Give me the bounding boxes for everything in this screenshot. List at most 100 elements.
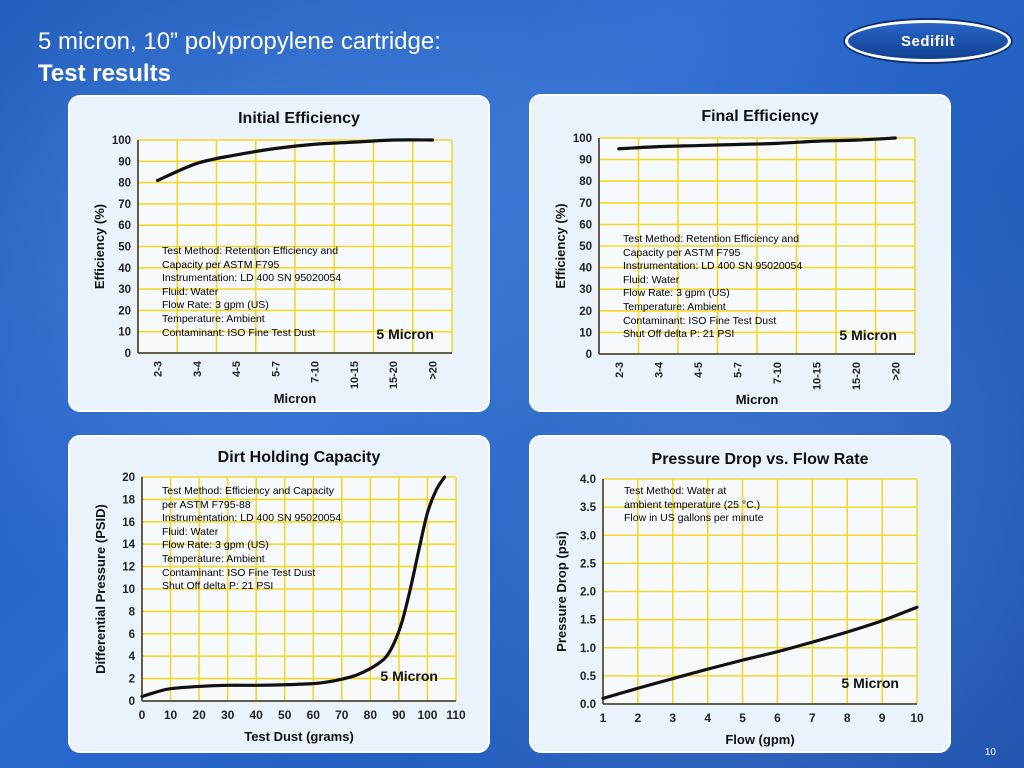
y-tick-label: 50 xyxy=(579,241,592,253)
y-tick-label: 80 xyxy=(579,176,592,188)
initial-test-note: Test Method: Retention Efficiency and Ca… xyxy=(162,245,342,339)
x-tick-label: 4 xyxy=(704,711,711,725)
series-line xyxy=(140,475,447,699)
y-tick-label: 6 xyxy=(129,629,135,641)
x-tick-label: 10 xyxy=(910,711,924,725)
x-tick-label: 8 xyxy=(844,711,851,725)
x-tick-label: 9 xyxy=(879,711,886,725)
y-tick-label: 20 xyxy=(579,306,592,318)
x-tick-label: 7 xyxy=(809,711,816,725)
dirt-holding-panel: Dirt Holding Capacity 0 10 20 30 40 50 60 70 80 90… xyxy=(68,435,490,753)
y-tick-label: 50 xyxy=(118,242,131,254)
x-tick-label: 50 xyxy=(278,708,292,722)
y-tick-label: 2 xyxy=(129,674,135,686)
y-tick-label: 10 xyxy=(118,327,131,339)
page-number: 10 xyxy=(984,747,996,758)
y-tick-label: 3.5 xyxy=(580,502,597,514)
x-axis-label: Flow (gpm) xyxy=(725,732,794,747)
x-tick-label: 4-5 xyxy=(693,362,705,378)
x-tick-label: 3-4 xyxy=(192,360,204,377)
x-axis-label: Micron xyxy=(736,392,779,407)
series-label: 5 Micron xyxy=(380,668,438,684)
x-tick-label: 5-7 xyxy=(270,361,282,377)
x-tick-label: 3 xyxy=(669,711,676,725)
y-tick-label: 20 xyxy=(122,472,135,484)
x-tick-label: 2 xyxy=(635,711,642,725)
y-tick-label: 70 xyxy=(579,198,592,210)
y-tick-label: 1.5 xyxy=(580,615,597,627)
x-tick-label: 5-7 xyxy=(732,362,744,378)
x-tick-label: 15-20 xyxy=(388,361,400,389)
x-tick-label: 90 xyxy=(392,708,406,722)
chart-title: Final Efficiency xyxy=(701,108,818,125)
series-line xyxy=(156,138,434,183)
final-efficiency-chart: Final Efficiency 2-3 3-4 4-5 5-7 7-10 10-15 15-… xyxy=(553,108,916,407)
pressure-drop-chart: Pressure Drop vs. Flow Rate 1 2 3 4 5 6 7 8 9 10 0.… xyxy=(554,451,924,747)
pressure-drop-panel: Pressure Drop vs. Flow Rate 1 2 3 4 5 6 7 8 9 10 0.… xyxy=(529,435,951,753)
y-tick-label: 60 xyxy=(579,219,592,231)
x-tick-label: >20 xyxy=(890,362,902,381)
x-tick-label: 10 xyxy=(164,708,178,722)
x-tick-label: 80 xyxy=(364,708,378,722)
x-tick-label: 15-20 xyxy=(851,362,863,390)
x-tick-label: 3-4 xyxy=(653,361,665,378)
x-tick-label: 10-15 xyxy=(349,361,361,389)
x-tick-label: 5 xyxy=(739,711,746,725)
y-tick-label: 14 xyxy=(122,539,135,551)
y-tick-label: 40 xyxy=(579,263,592,275)
y-tick-label: 0.5 xyxy=(580,671,597,683)
y-axis-label: Differential Pressure (PSID) xyxy=(93,504,108,674)
x-axis-label: Micron xyxy=(274,391,317,406)
y-tick-label: 10 xyxy=(579,327,592,339)
y-tick-label: 70 xyxy=(118,199,131,211)
y-tick-label: 100 xyxy=(112,135,131,147)
x-tick-label: 2-3 xyxy=(153,361,165,377)
final-test-note: Test Method: Retention Efficiency and Ca… xyxy=(623,233,803,341)
logo-text: Sedifilt xyxy=(900,32,955,50)
y-tick-label: 90 xyxy=(579,155,592,167)
y-tick-label: 16 xyxy=(122,517,135,529)
y-tick-label: 30 xyxy=(118,284,131,296)
y-tick-label: 40 xyxy=(118,263,131,275)
chart-title: Initial Efficiency xyxy=(238,110,360,127)
series-label: 5 Micron xyxy=(841,675,899,691)
y-tick-label: 4 xyxy=(129,651,136,663)
x-tick-label: 30 xyxy=(221,708,235,722)
y-tick-label: 1.0 xyxy=(580,643,596,655)
x-tick-label: 70 xyxy=(335,708,349,722)
slide-title-line2: Test results xyxy=(38,60,171,87)
final-efficiency-panel: Final Efficiency 2-3 3-4 4-5 5-7 7-10 10-15 15-… xyxy=(529,94,951,412)
x-tick-label: 100 xyxy=(417,708,437,722)
x-tick-label: 110 xyxy=(446,708,466,722)
y-axis-label: Efficiency (%) xyxy=(92,204,107,289)
y-tick-label: 30 xyxy=(579,284,592,296)
y-tick-label: 0 xyxy=(586,349,592,361)
x-tick-label: 40 xyxy=(250,708,264,722)
initial-efficiency-chart: Initial Efficiency 2-3 3-4 4-5 5-7 7-10 10-15 1… xyxy=(92,110,453,406)
chart-title: Dirt Holding Capacity xyxy=(218,449,381,466)
x-tick-label: 10-15 xyxy=(811,362,823,390)
x-tick-label: 20 xyxy=(192,708,206,722)
y-tick-label: 18 xyxy=(122,494,135,506)
y-tick-label: 90 xyxy=(118,156,131,168)
x-tick-label: 4-5 xyxy=(231,361,243,377)
y-tick-label: 3.0 xyxy=(580,530,596,542)
sedifilt-logo: Sedifilt xyxy=(845,20,1011,62)
chart-title: Pressure Drop vs. Flow Rate xyxy=(652,451,869,468)
x-tick-label: 7-10 xyxy=(310,361,322,383)
y-tick-label: 10 xyxy=(122,584,135,596)
x-tick-label: 2-3 xyxy=(614,362,626,378)
y-axis-label: Pressure Drop (psi) xyxy=(554,531,569,652)
y-tick-label: 80 xyxy=(118,178,131,190)
y-tick-label: 12 xyxy=(122,562,135,574)
y-axis-label: Efficiency (%) xyxy=(553,203,568,288)
x-axis-label: Test Dust (grams) xyxy=(244,729,354,744)
x-tick-label: 0 xyxy=(139,708,146,722)
y-tick-label: 60 xyxy=(118,220,131,232)
y-tick-label: 8 xyxy=(129,606,136,618)
x-tick-label: 7-10 xyxy=(772,362,784,384)
y-tick-label: 0 xyxy=(125,348,131,360)
y-tick-label: 2.5 xyxy=(580,558,597,570)
y-tick-label: 2.0 xyxy=(580,587,596,599)
